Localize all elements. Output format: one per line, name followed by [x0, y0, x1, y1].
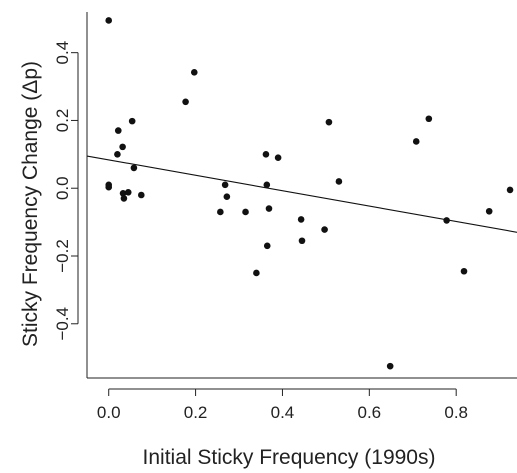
x-axis: 0.0 0.2 0.4 0.6 0.8 — [97, 388, 468, 422]
x-tick-label: 0.2 — [184, 403, 208, 422]
data-point — [460, 267, 468, 275]
data-point — [242, 208, 249, 216]
y-axis-title: Sticky Frequency Change (Δp) — [19, 61, 42, 347]
data-point — [262, 151, 270, 158]
data-point — [114, 151, 121, 158]
data-point — [321, 226, 328, 233]
data-point — [119, 143, 126, 151]
data-point — [297, 216, 305, 223]
x-tick-label: 0.8 — [444, 403, 468, 422]
x-tick-label: 0.6 — [358, 403, 382, 422]
data-point — [485, 207, 493, 215]
x-tick-label: 0.0 — [97, 403, 121, 422]
y-axis: −0.4 −0.2 0.0 0.2 0.4 — [53, 41, 79, 341]
data-point — [298, 237, 306, 245]
data-point — [221, 181, 229, 189]
data-point — [223, 193, 231, 200]
data-point — [425, 115, 433, 123]
data-point — [506, 186, 514, 194]
data-point — [120, 195, 128, 202]
data-point — [263, 181, 271, 189]
data-point — [265, 205, 273, 212]
data-point — [386, 362, 394, 370]
data-point — [263, 242, 271, 250]
data-point — [325, 118, 333, 126]
data-point — [119, 190, 127, 197]
y-tick-label: 0.4 — [53, 41, 72, 65]
data-point — [105, 17, 113, 24]
data-point — [130, 164, 138, 172]
y-tick-label: −0.4 — [53, 307, 72, 341]
data-point — [124, 188, 132, 196]
data-point — [253, 269, 260, 277]
y-tick-label: −0.2 — [53, 239, 72, 273]
y-tick-label: 0.2 — [53, 109, 72, 133]
data-point — [182, 98, 189, 106]
data-point — [217, 208, 224, 216]
x-tick-label: 0.4 — [271, 403, 295, 422]
data-point — [114, 127, 122, 134]
data-point — [105, 183, 113, 191]
data-point — [443, 217, 450, 224]
x-axis-title: Initial Sticky Frequency (1990s) — [143, 446, 436, 469]
data-point — [137, 191, 145, 199]
y-tick-label: 0.0 — [53, 176, 72, 200]
data-point — [190, 69, 198, 76]
data-point — [274, 154, 282, 162]
data-point — [412, 138, 420, 145]
data-point — [128, 117, 136, 125]
data-point — [335, 178, 343, 185]
plot-area — [86, 12, 517, 379]
